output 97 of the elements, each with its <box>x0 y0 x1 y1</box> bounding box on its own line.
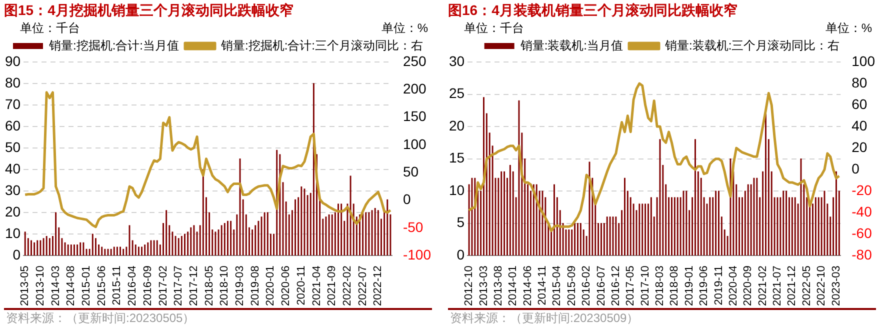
x-tick-label: 2022-05 <box>800 266 813 306</box>
x-tick-label: 2019-01 <box>683 266 696 306</box>
y2-tick-label: -40 <box>852 203 872 220</box>
y2-tick-label: 200 <box>402 80 427 97</box>
y-tick-label: 0 <box>456 246 465 262</box>
y2-tick-label: 50 <box>402 164 419 180</box>
x-tick-label: 2020-06 <box>280 266 292 306</box>
y2-axis-title: 单位：% <box>381 20 428 35</box>
y-tick-label: 10 <box>448 182 465 198</box>
x-tick-label: 2020-09 <box>742 266 754 306</box>
x-tick-label: 2019-08 <box>249 266 262 306</box>
x-tick-label: 2017-05 <box>624 266 637 306</box>
x-tick-label: 2023-03 <box>830 266 842 306</box>
y-tick-label: 15 <box>448 150 465 166</box>
legend-label: 销量:装载机:当月值 <box>519 38 624 52</box>
x-tick-label: 2022-12 <box>372 266 384 306</box>
y-tick-label: 0 <box>12 246 21 262</box>
x-tick-label: 2016-04 <box>126 266 139 306</box>
y-tick-label: 60 <box>4 117 21 134</box>
x-tick-label: 2017-07 <box>172 266 185 306</box>
x-tick-label: 2018-03 <box>654 266 666 306</box>
y-tick-label: 80 <box>4 74 21 90</box>
x-tick-label: 2021-12 <box>786 266 798 306</box>
y2-tick-label: -100 <box>402 246 432 262</box>
y2-tick-label: 100 <box>402 136 427 152</box>
x-tick-label: 2019-11 <box>712 266 725 306</box>
x-tick-label: 2014-06 <box>522 266 534 306</box>
x-tick-label: 2020-01 <box>264 266 277 306</box>
x-tick-label: 2013-10 <box>34 266 46 306</box>
x-tick-label: 2016-02 <box>580 266 593 306</box>
y2-tick-label: -50 <box>402 218 424 235</box>
y-tick-label: 10 <box>4 224 21 241</box>
y2-tick-label: 250 <box>402 52 427 69</box>
x-tick-label: 2014-01 <box>507 266 520 306</box>
x-tick-label: 2021-04 <box>310 266 323 306</box>
text: 资料来源：（更新时间:20230509） <box>449 310 640 327</box>
x-tick-label: 2019-06 <box>698 266 710 306</box>
y-tick-label: 70 <box>4 96 21 112</box>
y2-tick-label: 60 <box>852 96 868 112</box>
y-tick-label: 50 <box>4 138 21 155</box>
x-tick-label: 2013-08 <box>492 266 504 306</box>
y2-tick-label: 40 <box>852 117 868 134</box>
x-tick-label: 2013-05 <box>19 266 32 306</box>
x-tick-label: 2020-11 <box>295 266 308 306</box>
x-tick-label: 2022-07 <box>356 266 369 306</box>
y-tick-label: 90 <box>4 52 21 69</box>
legend-label: 销量:挖掘机:合计:三个月滚动同比：右 <box>220 38 424 52</box>
x-tick-label: 2018-10 <box>218 266 231 306</box>
chart-title: 图15：4月挖掘机销量三个月滚动同比跌幅收窄 <box>3 1 294 20</box>
chart-title: 图16：4月装载机销量三个月滚动同比跌幅收窄 <box>447 1 738 20</box>
x-tick-label: 2015-09 <box>566 266 578 306</box>
x-tick-label: 2012-10 <box>463 266 476 306</box>
x-tick-label: 2017-02 <box>157 266 170 306</box>
y2-tick-label: 0 <box>852 160 860 176</box>
x-tick-label: 2021-07 <box>772 266 784 306</box>
x-tick-label: 2013-03 <box>478 266 490 306</box>
y-tick-label: 30 <box>448 52 465 69</box>
y2-axis-title: 单位：% <box>825 20 872 35</box>
x-tick-label: 2015-01 <box>80 266 93 306</box>
text: 资料来源：（更新时间:20230505） <box>5 310 196 327</box>
y2-tick-label: -20 <box>852 182 872 198</box>
x-tick-label: 2015-11 <box>111 266 124 306</box>
legend-label: 销量:装载机:三个月滚动同比：右 <box>664 38 840 52</box>
x-tick-label: 2022-02 <box>341 266 354 306</box>
y-tick-label: 20 <box>448 117 465 134</box>
y-tick-label: 40 <box>4 160 21 176</box>
x-tick-label: 2016-09 <box>142 266 154 306</box>
x-tick-label: 2018-05 <box>203 266 216 306</box>
x-tick-label: 2021-09 <box>326 266 338 306</box>
x-tick-label: 2017-10 <box>639 266 652 306</box>
y-tick-label: 5 <box>456 214 465 230</box>
x-tick-label: 2021-02 <box>756 266 769 306</box>
y-axis-title: 单位：千台 <box>464 20 524 35</box>
x-tick-label: 2014-11 <box>536 266 549 306</box>
y-tick-label: 20 <box>4 203 21 220</box>
y2-tick-label: 80 <box>852 74 868 90</box>
x-tick-label: 2014-08 <box>65 266 78 306</box>
x-tick-label: 2018-08 <box>668 266 681 306</box>
y2-tick-label: -60 <box>852 224 872 241</box>
x-tick-label: 2019-03 <box>234 266 246 306</box>
x-tick-label: 2017-12 <box>188 266 200 306</box>
y2-tick-label: 100 <box>852 52 876 69</box>
y2-tick-label: 20 <box>852 138 868 155</box>
x-tick-label: 2016-07 <box>595 266 608 306</box>
y2-tick-label: 150 <box>402 108 427 124</box>
y-tick-label: 30 <box>4 182 21 198</box>
x-tick-label: 2015-06 <box>96 266 108 306</box>
x-tick-label: 2022-10 <box>816 266 828 306</box>
y-axis-title: 单位：千台 <box>20 20 80 35</box>
legend-label: 销量:挖掘机:合计:当月值 <box>48 38 180 52</box>
x-tick-label: 2014-03 <box>50 266 62 306</box>
y-tick-label: 25 <box>448 85 465 102</box>
x-tick-label: 2020-04 <box>727 266 740 306</box>
y2-tick-label: 0 <box>402 191 411 208</box>
y2-tick-label: -80 <box>852 246 872 262</box>
x-tick-label: 2016-12 <box>610 266 622 306</box>
x-tick-label: 2015-04 <box>551 266 564 306</box>
